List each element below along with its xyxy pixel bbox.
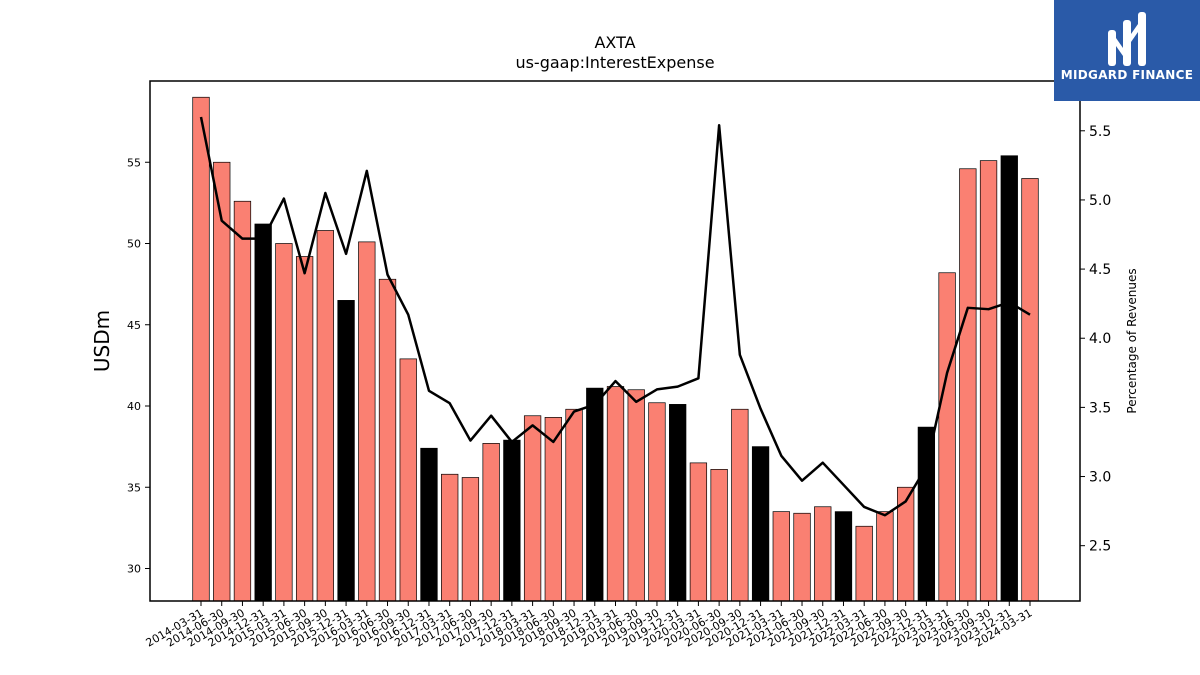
y-tick-label: 45 (127, 319, 141, 332)
midgard-logo-icon (1108, 12, 1146, 66)
bar-2021-06-30 (793, 512, 811, 602)
bar-2016-06-30 (378, 278, 397, 602)
y-tick-label: 50 (127, 238, 141, 251)
y2-tick-label: 5.0 (1089, 193, 1111, 209)
bar-series (192, 96, 1039, 602)
bar-2019-09-30 (648, 402, 666, 602)
bar-2014-09-30 (233, 200, 252, 602)
chart-subtitle: us-gaap:InterestExpense (515, 53, 714, 72)
y-axis-right: 2.5 3.0 3.5 4.0 4.5 5.0 5.5 (1080, 124, 1111, 555)
bar-2019-12-31 (669, 404, 687, 602)
bar-2017-12-31 (503, 439, 521, 602)
bar-2021-03-31 (772, 511, 790, 602)
brand-name: MIDGARD FINANCE (1060, 68, 1194, 82)
bar-2021-09-30 (814, 506, 832, 602)
bar-2023-09-30 (979, 160, 998, 602)
revenue-pct-line (199, 116, 1031, 517)
bar-2014-03-31 (192, 96, 210, 602)
bar-2014-12-31 (254, 223, 272, 602)
bar-2018-09-30 (565, 408, 583, 602)
y2-axis-label: Percentage of Revenues (1125, 268, 1139, 413)
bar-2015-06-30 (295, 256, 314, 602)
y2-tick-label: 4.0 (1089, 331, 1111, 347)
bar-2014-06-30 (213, 161, 231, 602)
bar-2022-12-31 (917, 426, 936, 602)
y2-tick-label: 5.5 (1089, 124, 1111, 140)
bar-2023-06-30 (959, 168, 977, 602)
x-axis: 2014-03-312014-06-302014-09-302014-12-31… (144, 601, 1035, 650)
bar-2023-12-31 (1000, 155, 1018, 602)
bar-2015-03-31 (275, 243, 293, 602)
bar-2020-06-30 (710, 469, 728, 602)
bar-2022-06-30 (876, 511, 894, 602)
bar-2019-06-30 (627, 389, 645, 602)
bar-2017-03-31 (441, 473, 459, 602)
bar-2020-12-31 (751, 446, 770, 602)
chart-title: AXTA (594, 33, 635, 52)
bar-2016-12-31 (420, 447, 438, 602)
y2-tick-label: 4.5 (1089, 262, 1111, 278)
bar-2015-09-30 (316, 230, 334, 602)
bar-2020-03-31 (689, 462, 708, 602)
bar-2019-03-31 (606, 386, 625, 602)
bar-2016-09-30 (399, 358, 417, 602)
bar-2018-06-30 (544, 417, 562, 602)
y2-tick-label: 3.0 (1089, 470, 1111, 486)
y-tick-label: 40 (127, 400, 141, 413)
y-tick-label: 30 (127, 563, 141, 576)
bar-2018-12-31 (586, 387, 604, 602)
y-axis-left: 30 35 40 45 50 55 (127, 156, 150, 576)
y-tick-label: 35 (127, 481, 141, 494)
bar-2024-03-31 (1021, 178, 1039, 602)
y-tick-label: 55 (127, 156, 141, 169)
bar-2017-09-30 (482, 443, 500, 602)
bar-2022-03-31 (855, 525, 873, 602)
y-axis-label: USDm (90, 310, 114, 372)
bar-2020-09-30 (731, 408, 749, 602)
bar-2023-03-31 (938, 272, 956, 602)
bar-2017-06-30 (461, 477, 480, 602)
brand-logo: MIDGARD FINANCE (1054, 0, 1200, 101)
y2-tick-label: 3.5 (1089, 400, 1111, 416)
bar-2016-03-31 (358, 241, 376, 602)
bar-2015-12-31 (337, 300, 355, 602)
y2-tick-label: 2.5 (1089, 539, 1111, 555)
line-series (199, 116, 1031, 517)
bar-2021-12-31 (834, 511, 853, 602)
bar-2018-03-31 (523, 415, 542, 602)
